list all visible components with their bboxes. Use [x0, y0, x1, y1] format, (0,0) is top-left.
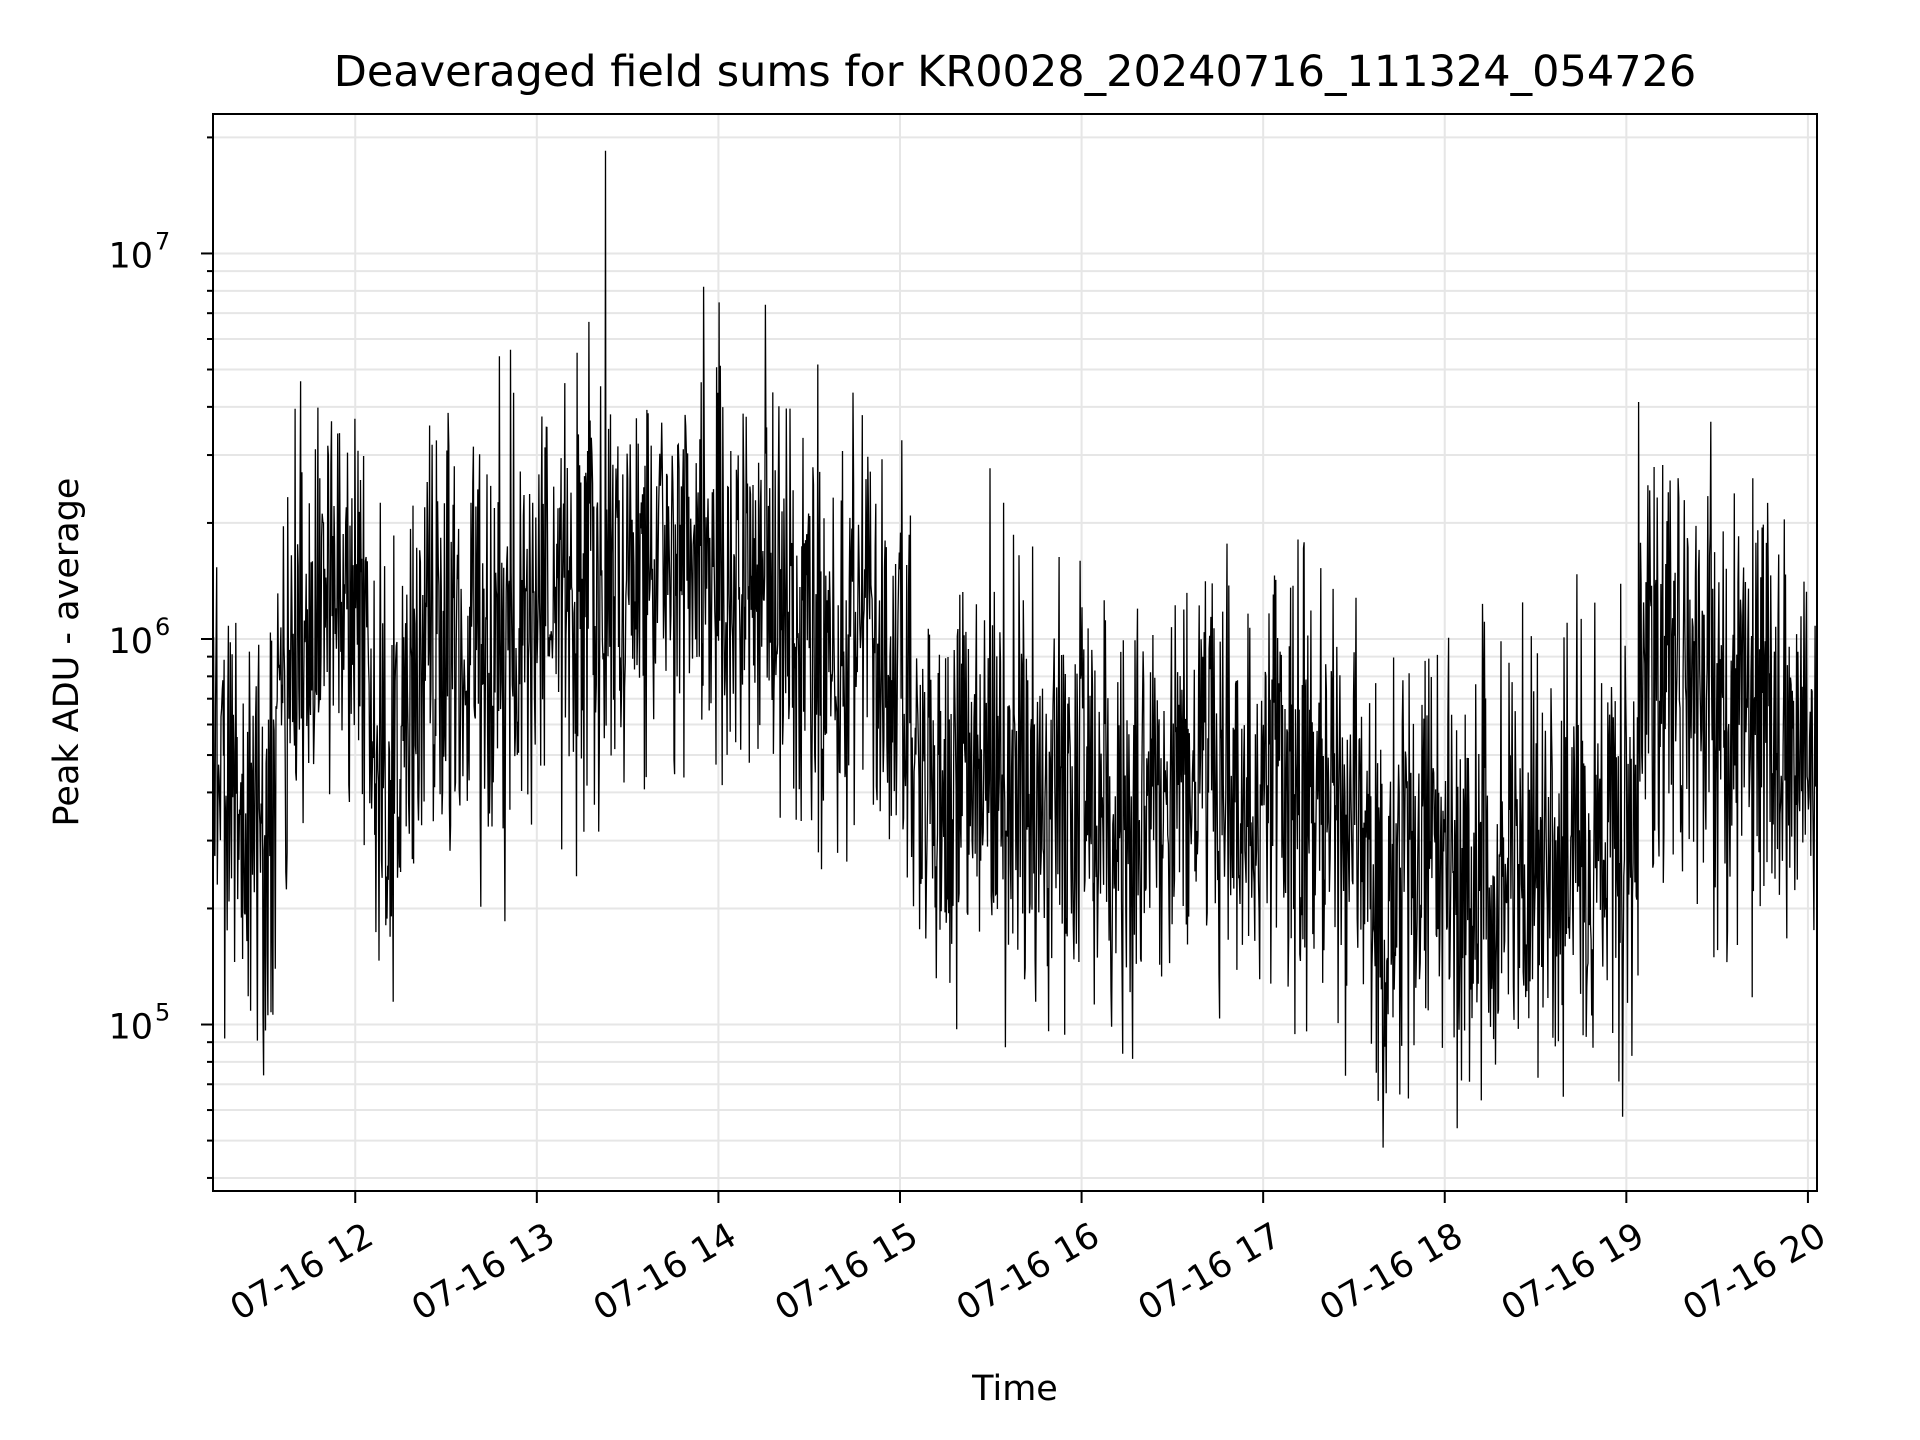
y-tick-exponent: 6 — [155, 613, 170, 641]
series-line — [213, 150, 1817, 1148]
plot-frame — [212, 113, 1818, 1192]
y-axis-label: Peak ADU - average — [47, 478, 87, 827]
y-tick-label: 10 — [108, 622, 153, 662]
x-axis-label: Time — [971, 1369, 1058, 1409]
grid-lines — [213, 114, 1817, 1191]
y-tick-exponent: 7 — [155, 227, 170, 255]
y-tick-label: 10 — [108, 236, 153, 276]
y-tick-exponent: 5 — [155, 999, 170, 1027]
chart-title: Deaveraged field sums for KR0028_2024071… — [334, 47, 1697, 97]
y-tick-label: 10 — [108, 1008, 153, 1048]
